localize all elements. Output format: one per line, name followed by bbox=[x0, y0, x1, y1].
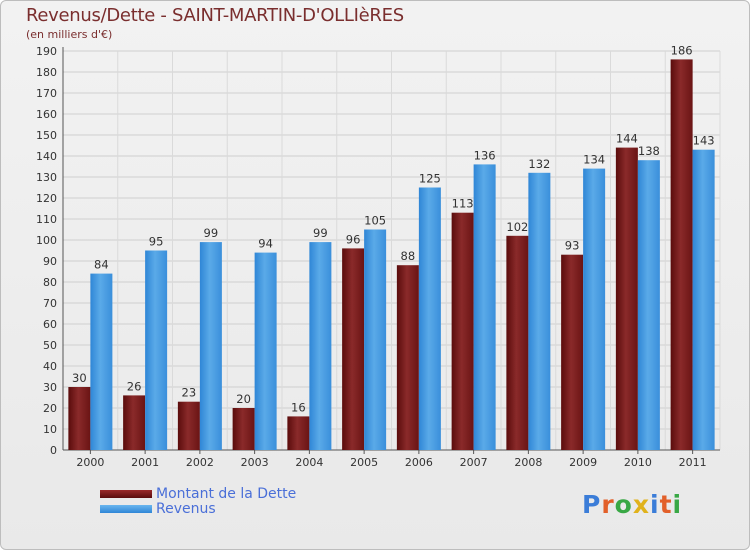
x-tick-label: 2011 bbox=[679, 456, 707, 469]
bar-revenue bbox=[364, 229, 387, 450]
x-tick-label: 2008 bbox=[514, 456, 542, 469]
data-label-debt: 16 bbox=[291, 400, 306, 414]
bar-revenue bbox=[145, 250, 168, 450]
y-tick-label: 30 bbox=[43, 381, 57, 394]
legend-label-debt: Montant de la Dette bbox=[156, 486, 297, 502]
y-tick-label: 130 bbox=[36, 171, 57, 184]
proxiti-logo: Proxiti bbox=[582, 490, 682, 519]
chart-subtitle: (en milliers d'€) bbox=[26, 28, 113, 41]
y-tick-label: 70 bbox=[43, 297, 57, 310]
bar-debt bbox=[123, 395, 146, 450]
data-label-revenue: 132 bbox=[528, 157, 550, 171]
data-label-debt: 93 bbox=[565, 239, 580, 253]
bar-revenue bbox=[418, 187, 441, 450]
data-label-revenue: 84 bbox=[94, 258, 109, 272]
y-tick-label: 140 bbox=[36, 150, 57, 163]
bars bbox=[68, 59, 715, 451]
bar-revenue bbox=[199, 242, 222, 450]
bar-revenue bbox=[637, 160, 660, 450]
logo-letter: i bbox=[650, 490, 660, 519]
bar-debt bbox=[670, 59, 693, 451]
x-tick-label: 2005 bbox=[350, 456, 378, 469]
legend-label-revenue: Revenus bbox=[156, 501, 216, 517]
bar-debt bbox=[506, 235, 529, 450]
logo-letter: t bbox=[659, 490, 673, 519]
bar-revenue bbox=[90, 273, 113, 450]
axes: 0 10 20 30 40 50 60 70 80 90 100 110 120 130 140 150 160… bbox=[36, 45, 720, 469]
data-label-revenue: 105 bbox=[364, 214, 386, 228]
data-label-debt: 186 bbox=[671, 43, 693, 57]
bar-debt bbox=[396, 265, 419, 450]
chart-title: Revenus/Dette - SAINT-MARTIN-D'OLLIèRES bbox=[26, 5, 404, 26]
data-label-debt: 23 bbox=[182, 386, 197, 400]
logo-letter: r bbox=[601, 490, 615, 519]
logo-letter: x bbox=[632, 490, 650, 519]
bar-revenue bbox=[528, 172, 551, 451]
bar-revenue bbox=[583, 168, 606, 450]
y-tick-label: 90 bbox=[43, 255, 57, 268]
bar-debt bbox=[287, 416, 310, 450]
bar-debt bbox=[451, 212, 474, 450]
data-label-debt: 113 bbox=[452, 197, 474, 211]
logo-letter: P bbox=[582, 490, 602, 519]
bar-debt bbox=[232, 408, 255, 450]
y-tick-label: 0 bbox=[50, 444, 57, 457]
bar-debt bbox=[68, 387, 91, 450]
x-tick-label: 2002 bbox=[186, 456, 214, 469]
x-tick-label: 2007 bbox=[460, 456, 488, 469]
bar-debt bbox=[615, 147, 638, 450]
data-label-debt: 144 bbox=[616, 132, 638, 146]
logo-letter: i bbox=[672, 490, 683, 519]
y-tick-label: 10 bbox=[43, 423, 57, 436]
x-tick-label: 2010 bbox=[624, 456, 652, 469]
y-tick-label: 20 bbox=[43, 402, 57, 415]
data-label-debt: 20 bbox=[236, 392, 251, 406]
y-tick-label: 190 bbox=[36, 45, 57, 58]
legend-swatch-revenue bbox=[100, 505, 152, 513]
x-tick-label: 2004 bbox=[295, 456, 323, 469]
data-label-debt: 30 bbox=[72, 371, 87, 385]
y-tick-label: 160 bbox=[36, 108, 57, 121]
y-tick-label: 180 bbox=[36, 66, 57, 79]
legend-swatch-debt bbox=[100, 490, 152, 498]
bar-debt bbox=[177, 401, 200, 450]
y-tick-label: 110 bbox=[36, 213, 57, 226]
bar-revenue bbox=[692, 149, 715, 450]
bar-debt bbox=[342, 248, 365, 450]
x-tick-label: 2006 bbox=[405, 456, 433, 469]
data-label-debt: 96 bbox=[346, 232, 361, 246]
data-label-debt: 102 bbox=[506, 220, 528, 234]
data-label-debt: 26 bbox=[127, 379, 142, 393]
x-tick-label: 2009 bbox=[569, 456, 597, 469]
x-tick-label: 2003 bbox=[241, 456, 269, 469]
data-label-revenue: 94 bbox=[258, 237, 273, 251]
y-tick-label: 40 bbox=[43, 360, 57, 373]
y-tick-label: 120 bbox=[36, 192, 57, 205]
data-label-revenue: 136 bbox=[474, 148, 496, 162]
logo-letter: o bbox=[614, 490, 633, 519]
bar-revenue bbox=[309, 242, 332, 450]
data-label-revenue: 143 bbox=[693, 134, 715, 148]
y-tick-label: 170 bbox=[36, 87, 57, 100]
y-tick-label: 50 bbox=[43, 339, 57, 352]
y-tick-label: 60 bbox=[43, 318, 57, 331]
y-tick-label: 100 bbox=[36, 234, 57, 247]
y-tick-label: 80 bbox=[43, 276, 57, 289]
data-label-debt: 88 bbox=[401, 249, 416, 263]
x-tick-label: 2001 bbox=[131, 456, 159, 469]
data-label-revenue: 95 bbox=[149, 235, 164, 249]
bar-debt bbox=[561, 254, 584, 450]
bar-revenue bbox=[254, 252, 277, 450]
bar-revenue bbox=[473, 164, 496, 450]
data-label-revenue: 138 bbox=[638, 144, 660, 158]
data-label-revenue: 99 bbox=[204, 226, 219, 240]
data-label-revenue: 134 bbox=[583, 153, 605, 167]
data-label-revenue: 125 bbox=[419, 172, 441, 186]
grid bbox=[62, 50, 721, 450]
x-tick-label: 2000 bbox=[76, 456, 104, 469]
data-label-revenue: 99 bbox=[313, 226, 328, 240]
y-tick-label: 150 bbox=[36, 129, 57, 142]
